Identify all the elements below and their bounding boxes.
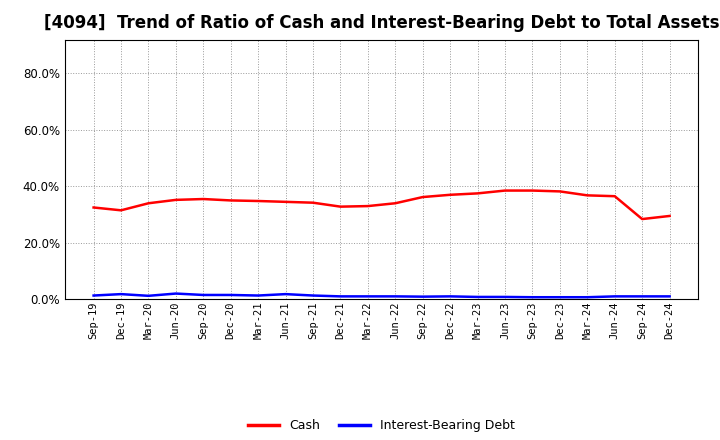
- Title: [4094]  Trend of Ratio of Cash and Interest-Bearing Debt to Total Assets: [4094] Trend of Ratio of Cash and Intere…: [44, 15, 719, 33]
- Legend: Cash, Interest-Bearing Debt: Cash, Interest-Bearing Debt: [243, 414, 520, 437]
